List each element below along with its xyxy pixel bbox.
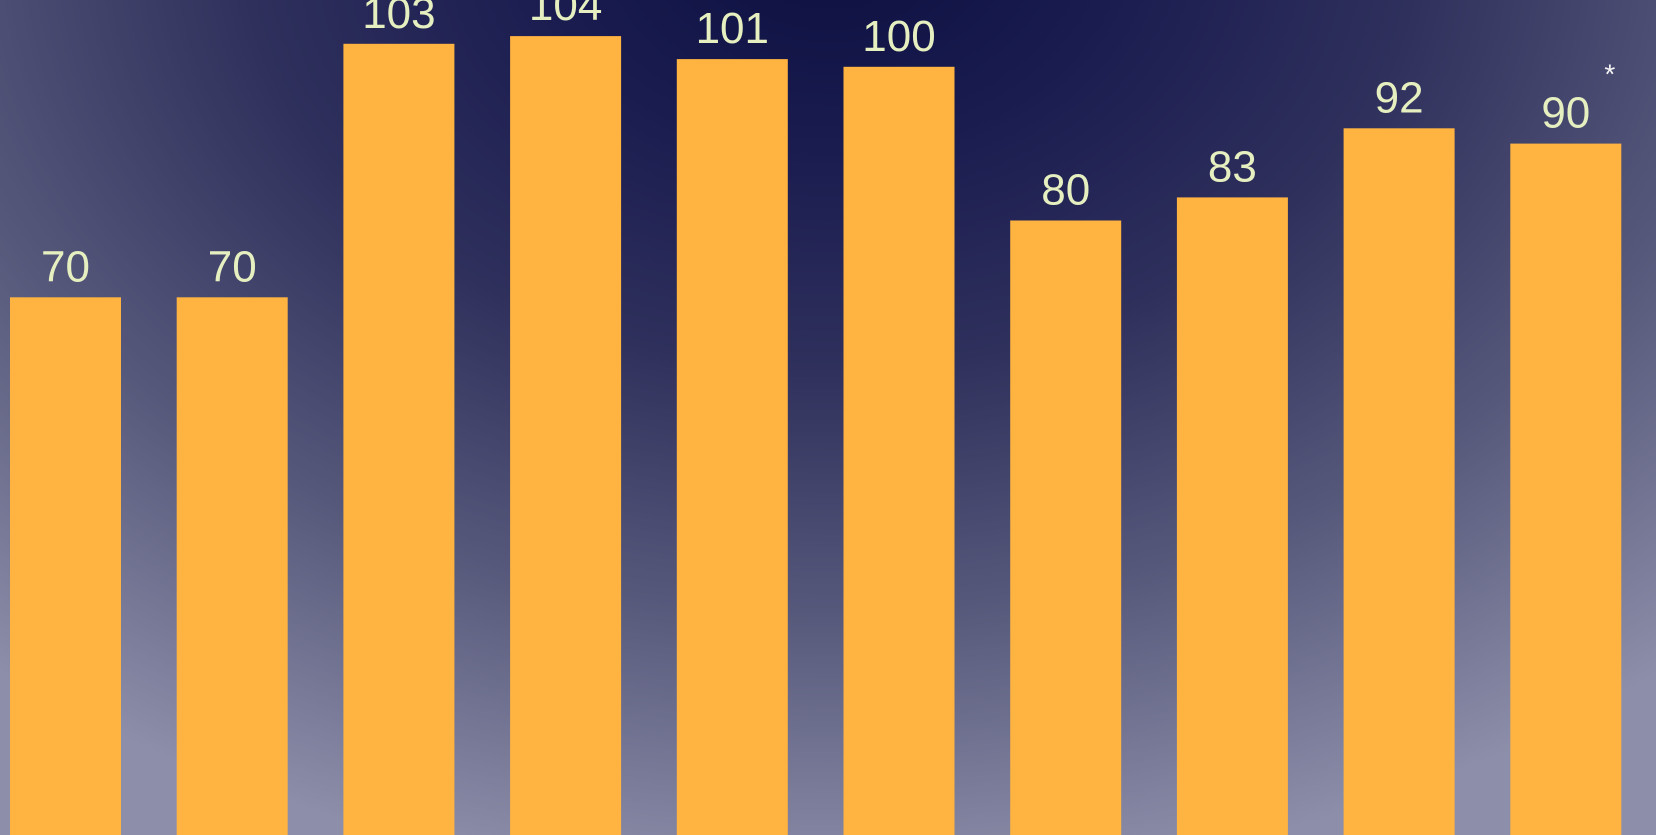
bar-value-label-1: 70: [41, 242, 90, 291]
bar-value-label-2: 70: [208, 242, 257, 291]
bar-value-label-4: 104: [529, 0, 602, 30]
bar-8: [1176, 197, 1288, 835]
bar-2: [176, 297, 288, 835]
bar-3: [343, 43, 455, 835]
bar-5: [676, 59, 788, 835]
bar-value-label-8: 83: [1208, 142, 1257, 191]
asterisk-annotation-1: *: [1604, 59, 1615, 90]
bar-9: [1343, 128, 1455, 835]
bar-10: [1510, 143, 1622, 835]
bar-value-label-9: 92: [1375, 73, 1424, 122]
bar-6: [843, 66, 955, 835]
bar-value-label-5: 101: [696, 4, 769, 53]
bar-1: [10, 297, 121, 835]
bar-4: [510, 36, 622, 835]
bar-value-label-3: 103: [362, 0, 435, 38]
bar-value-label-6: 100: [862, 12, 935, 61]
bar-7: [1010, 220, 1122, 835]
bar-value-label-7: 80: [1041, 166, 1090, 215]
bar-value-label-10: 90: [1541, 89, 1590, 138]
